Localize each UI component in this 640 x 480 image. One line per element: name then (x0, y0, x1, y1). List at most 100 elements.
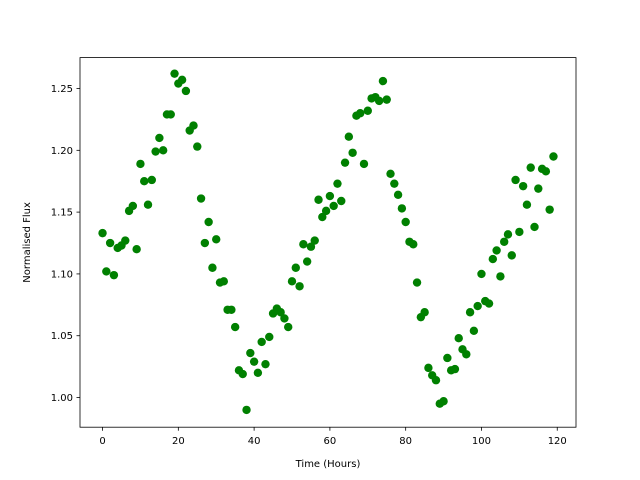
x-tick-label: 40 (248, 436, 261, 447)
point (140, 177, 149, 186)
point (276, 308, 285, 317)
point (299, 240, 308, 249)
point (219, 277, 228, 286)
point (450, 364, 460, 374)
point (431, 376, 441, 385)
x-tick-label: 120 (548, 436, 567, 447)
point (208, 263, 217, 272)
point (469, 326, 479, 335)
point (291, 263, 300, 272)
point (284, 322, 293, 332)
point (181, 86, 191, 96)
point (545, 205, 554, 214)
point (155, 133, 164, 143)
point (306, 242, 316, 251)
point (488, 254, 498, 264)
point (462, 350, 471, 359)
point (424, 363, 433, 373)
point (511, 175, 520, 185)
point (390, 179, 399, 188)
point (378, 76, 388, 86)
point (314, 195, 323, 204)
point (193, 142, 202, 151)
y-tick-label: 1.25 (51, 84, 73, 95)
point (344, 132, 354, 141)
x-tick-label: 80 (399, 436, 412, 447)
point (158, 146, 168, 155)
point (507, 251, 516, 260)
point (280, 314, 289, 323)
point (515, 227, 524, 237)
point (484, 299, 494, 308)
x-axis-label: Time (Hours) (295, 459, 361, 470)
point (412, 278, 422, 287)
x-tick-label: 0 (99, 436, 105, 447)
point (518, 181, 528, 191)
plot-frame (79, 57, 577, 428)
point (382, 95, 391, 104)
point (310, 236, 319, 245)
point (534, 184, 543, 193)
x-tick-label: 20 (172, 436, 185, 447)
point (132, 244, 141, 254)
point (465, 308, 475, 317)
point (261, 359, 270, 369)
y-tick-label: 1.05 (51, 331, 73, 342)
x-tick-label: 60 (324, 436, 337, 447)
point (109, 270, 119, 280)
point (454, 333, 463, 343)
point (477, 269, 486, 279)
point (128, 201, 138, 211)
point (189, 121, 198, 130)
point (98, 228, 107, 238)
point (420, 308, 429, 317)
point (356, 109, 365, 118)
point (143, 200, 153, 209)
point (393, 190, 403, 200)
point (257, 337, 266, 347)
point (253, 368, 263, 378)
point (526, 163, 535, 172)
y-tick-label: 1.15 (51, 208, 73, 219)
point (348, 148, 357, 157)
point (473, 301, 482, 311)
point (333, 179, 342, 188)
y-tick-label: 1.20 (51, 146, 73, 157)
point (522, 200, 532, 209)
point (443, 353, 452, 363)
point (204, 217, 213, 227)
point (242, 405, 251, 415)
point (386, 169, 395, 178)
point (329, 201, 338, 211)
point (541, 167, 551, 176)
point (321, 206, 331, 216)
point (499, 237, 509, 246)
point (230, 322, 240, 332)
point (265, 332, 274, 342)
point (121, 236, 130, 245)
point (401, 217, 410, 227)
point (302, 257, 312, 266)
x-tick-label: 100 (472, 436, 491, 447)
point (439, 397, 448, 406)
point (549, 152, 558, 161)
point (503, 230, 513, 239)
point (238, 369, 247, 379)
point (177, 75, 187, 85)
point (249, 357, 259, 366)
point (105, 238, 115, 248)
point (166, 110, 175, 119)
point (318, 212, 327, 222)
point (147, 175, 157, 185)
point (136, 159, 145, 169)
y-tick-label: 1.10 (51, 269, 73, 280)
point (295, 282, 304, 291)
point (212, 235, 221, 244)
point (496, 272, 505, 281)
point (151, 147, 160, 156)
point (227, 305, 236, 314)
point (200, 238, 210, 248)
point (409, 240, 418, 249)
point (530, 222, 539, 232)
